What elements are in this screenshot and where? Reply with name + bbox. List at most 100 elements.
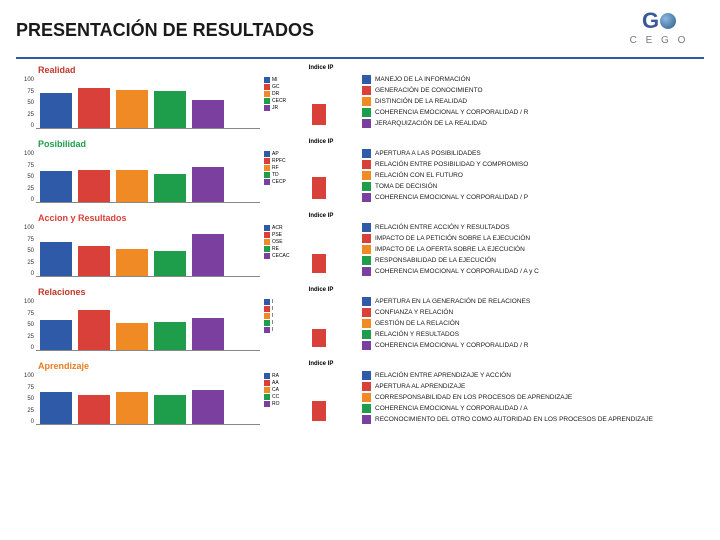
- y-tick: 50: [27, 322, 34, 328]
- logo-globe-icon: [660, 13, 676, 29]
- y-tick: 25: [27, 112, 34, 118]
- series-legend-row: OSE: [264, 239, 298, 245]
- legend-swatch: [264, 380, 270, 386]
- series-legend-row: RA: [264, 373, 298, 379]
- bar-ose: [116, 249, 148, 276]
- legend-swatch: [264, 84, 270, 90]
- legend-row: TOMA DE DECISIÓN: [362, 182, 702, 191]
- bar-cecac: [192, 234, 224, 276]
- legend-label: RESPONSABILIDAD DE LA EJECUCIÓN: [375, 257, 496, 264]
- indice-plot: [298, 221, 344, 273]
- legend-swatch: [264, 387, 270, 393]
- chart-wrap: 1007550250IIIII: [18, 299, 298, 357]
- y-tick: 75: [27, 311, 34, 317]
- indice-column: Indice IP: [298, 287, 344, 347]
- legend-swatch: [362, 404, 371, 413]
- series-code: RE: [272, 247, 279, 252]
- series-code: GC: [272, 85, 280, 90]
- legend-label: COHERENCIA EMOCIONAL Y CORPORALIDAD / R: [375, 109, 528, 116]
- series-legend-row: I: [264, 327, 298, 333]
- bar-ca: [116, 392, 148, 424]
- panel-title: Relaciones: [18, 287, 298, 297]
- legend-label: TOMA DE DECISIÓN: [375, 183, 437, 190]
- bar-ap: [40, 171, 72, 202]
- legend-row: COHERENCIA EMOCIONAL Y CORPORALIDAD / A …: [362, 267, 702, 276]
- series-legend-row: CECR: [264, 98, 298, 104]
- header: PRESENTACIÓN DE RESULTADOS G C E G O: [0, 0, 720, 57]
- panel-title: Aprendizaje: [18, 361, 298, 371]
- legend-swatch: [264, 394, 270, 400]
- series-code: JR: [272, 106, 278, 111]
- page-title: PRESENTACIÓN DE RESULTADOS: [16, 20, 614, 41]
- series-code: MI: [272, 78, 278, 83]
- legend-swatch: [362, 245, 371, 254]
- bar-dr: [116, 90, 148, 128]
- panel-accion: Accion y Resultados1007550250ACRPSEOSERE…: [18, 213, 702, 283]
- series-legend-row: DR: [264, 91, 298, 97]
- indice-bar: [312, 104, 326, 125]
- legend-swatch: [362, 193, 371, 202]
- series-code: PSE: [272, 233, 282, 238]
- legend-swatch: [362, 308, 371, 317]
- indice-column: Indice IP: [298, 361, 344, 421]
- legend-swatch: [264, 151, 270, 157]
- chart-block: Relaciones1007550250IIIII: [18, 287, 298, 357]
- legend-row: COHERENCIA EMOCIONAL Y CORPORALIDAD / P: [362, 193, 702, 202]
- legend-label: APERTURA A LAS POSIBILIDADES: [375, 150, 481, 157]
- legend-swatch: [264, 253, 270, 259]
- bar-rf: [116, 170, 148, 202]
- legend-swatch: [264, 172, 270, 178]
- bar-gc: [78, 88, 110, 128]
- legend-swatch: [264, 327, 270, 333]
- y-tick: 50: [27, 396, 34, 402]
- y-tick: 50: [27, 248, 34, 254]
- legend-row: IMPACTO DE LA PETICIÓN SOBRE LA EJECUCIÓ…: [362, 234, 702, 243]
- chart-wrap: 1007550250MIGCDRCECRJR: [18, 77, 298, 135]
- y-tick: 100: [24, 225, 34, 231]
- series-code: CA: [272, 388, 279, 393]
- legend-label: RELACIÓN ENTRE POSIBILIDAD Y COMPROMISO: [375, 161, 528, 168]
- indice-plot: [298, 147, 344, 199]
- indice-column: Indice IP: [298, 139, 344, 199]
- series-legend-row: AP: [264, 151, 298, 157]
- y-tick: 25: [27, 334, 34, 340]
- y-axis: 1007550250: [18, 225, 36, 277]
- indice-plot: [298, 73, 344, 125]
- series-code: RA: [272, 374, 279, 379]
- bar-i: [116, 323, 148, 350]
- legend-row: RELACIÓN Y RESULTADOS: [362, 330, 702, 339]
- y-tick: 75: [27, 163, 34, 169]
- legend-row: DISTINCIÓN DE LA REALIDAD: [362, 97, 702, 106]
- legend-label: CONFIANZA Y RELACIÓN: [375, 309, 453, 316]
- legend-label: RECONOCIMIENTO DEL OTRO COMO AUTORIDAD E…: [375, 416, 653, 423]
- legend-swatch: [264, 313, 270, 319]
- legend-swatch: [362, 319, 371, 328]
- indice-bar: [312, 329, 326, 347]
- legend-swatch: [362, 108, 371, 117]
- y-tick: 75: [27, 89, 34, 95]
- legend-swatch: [362, 256, 371, 265]
- legend-swatch: [362, 297, 371, 306]
- legend-swatch: [362, 149, 371, 158]
- indice-plot: [298, 295, 344, 347]
- y-tick: 50: [27, 100, 34, 106]
- bar-plot: [36, 151, 260, 203]
- legend-label: COHERENCIA EMOCIONAL Y CORPORALIDAD / A …: [375, 268, 539, 275]
- series-legend-row: ACR: [264, 225, 298, 231]
- legend-row: COHERENCIA EMOCIONAL Y CORPORALIDAD / A: [362, 404, 702, 413]
- series-code: I: [272, 314, 273, 319]
- y-tick: 25: [27, 186, 34, 192]
- bar-i: [192, 318, 224, 350]
- series-code: TD: [272, 173, 279, 178]
- legend-swatch: [362, 86, 371, 95]
- legend-row: IMPACTO DE LA OFERTA SOBRE LA EJECUCIÓN: [362, 245, 702, 254]
- bar-pse: [78, 246, 110, 276]
- legend-label: RELACIÓN CON EL FUTURO: [375, 172, 463, 179]
- legend-row: COHERENCIA EMOCIONAL Y CORPORALIDAD / R: [362, 108, 702, 117]
- series-legend-row: I: [264, 313, 298, 319]
- chart-wrap: 1007550250ACRPSEOSERECECAC: [18, 225, 298, 283]
- legend-label: RELACIÓN ENTRE APRENDIZAJE Y ACCIÓN: [375, 372, 511, 379]
- indice-bar: [312, 177, 326, 199]
- indice-column: Indice IP: [298, 213, 344, 273]
- bar-jr: [192, 100, 224, 128]
